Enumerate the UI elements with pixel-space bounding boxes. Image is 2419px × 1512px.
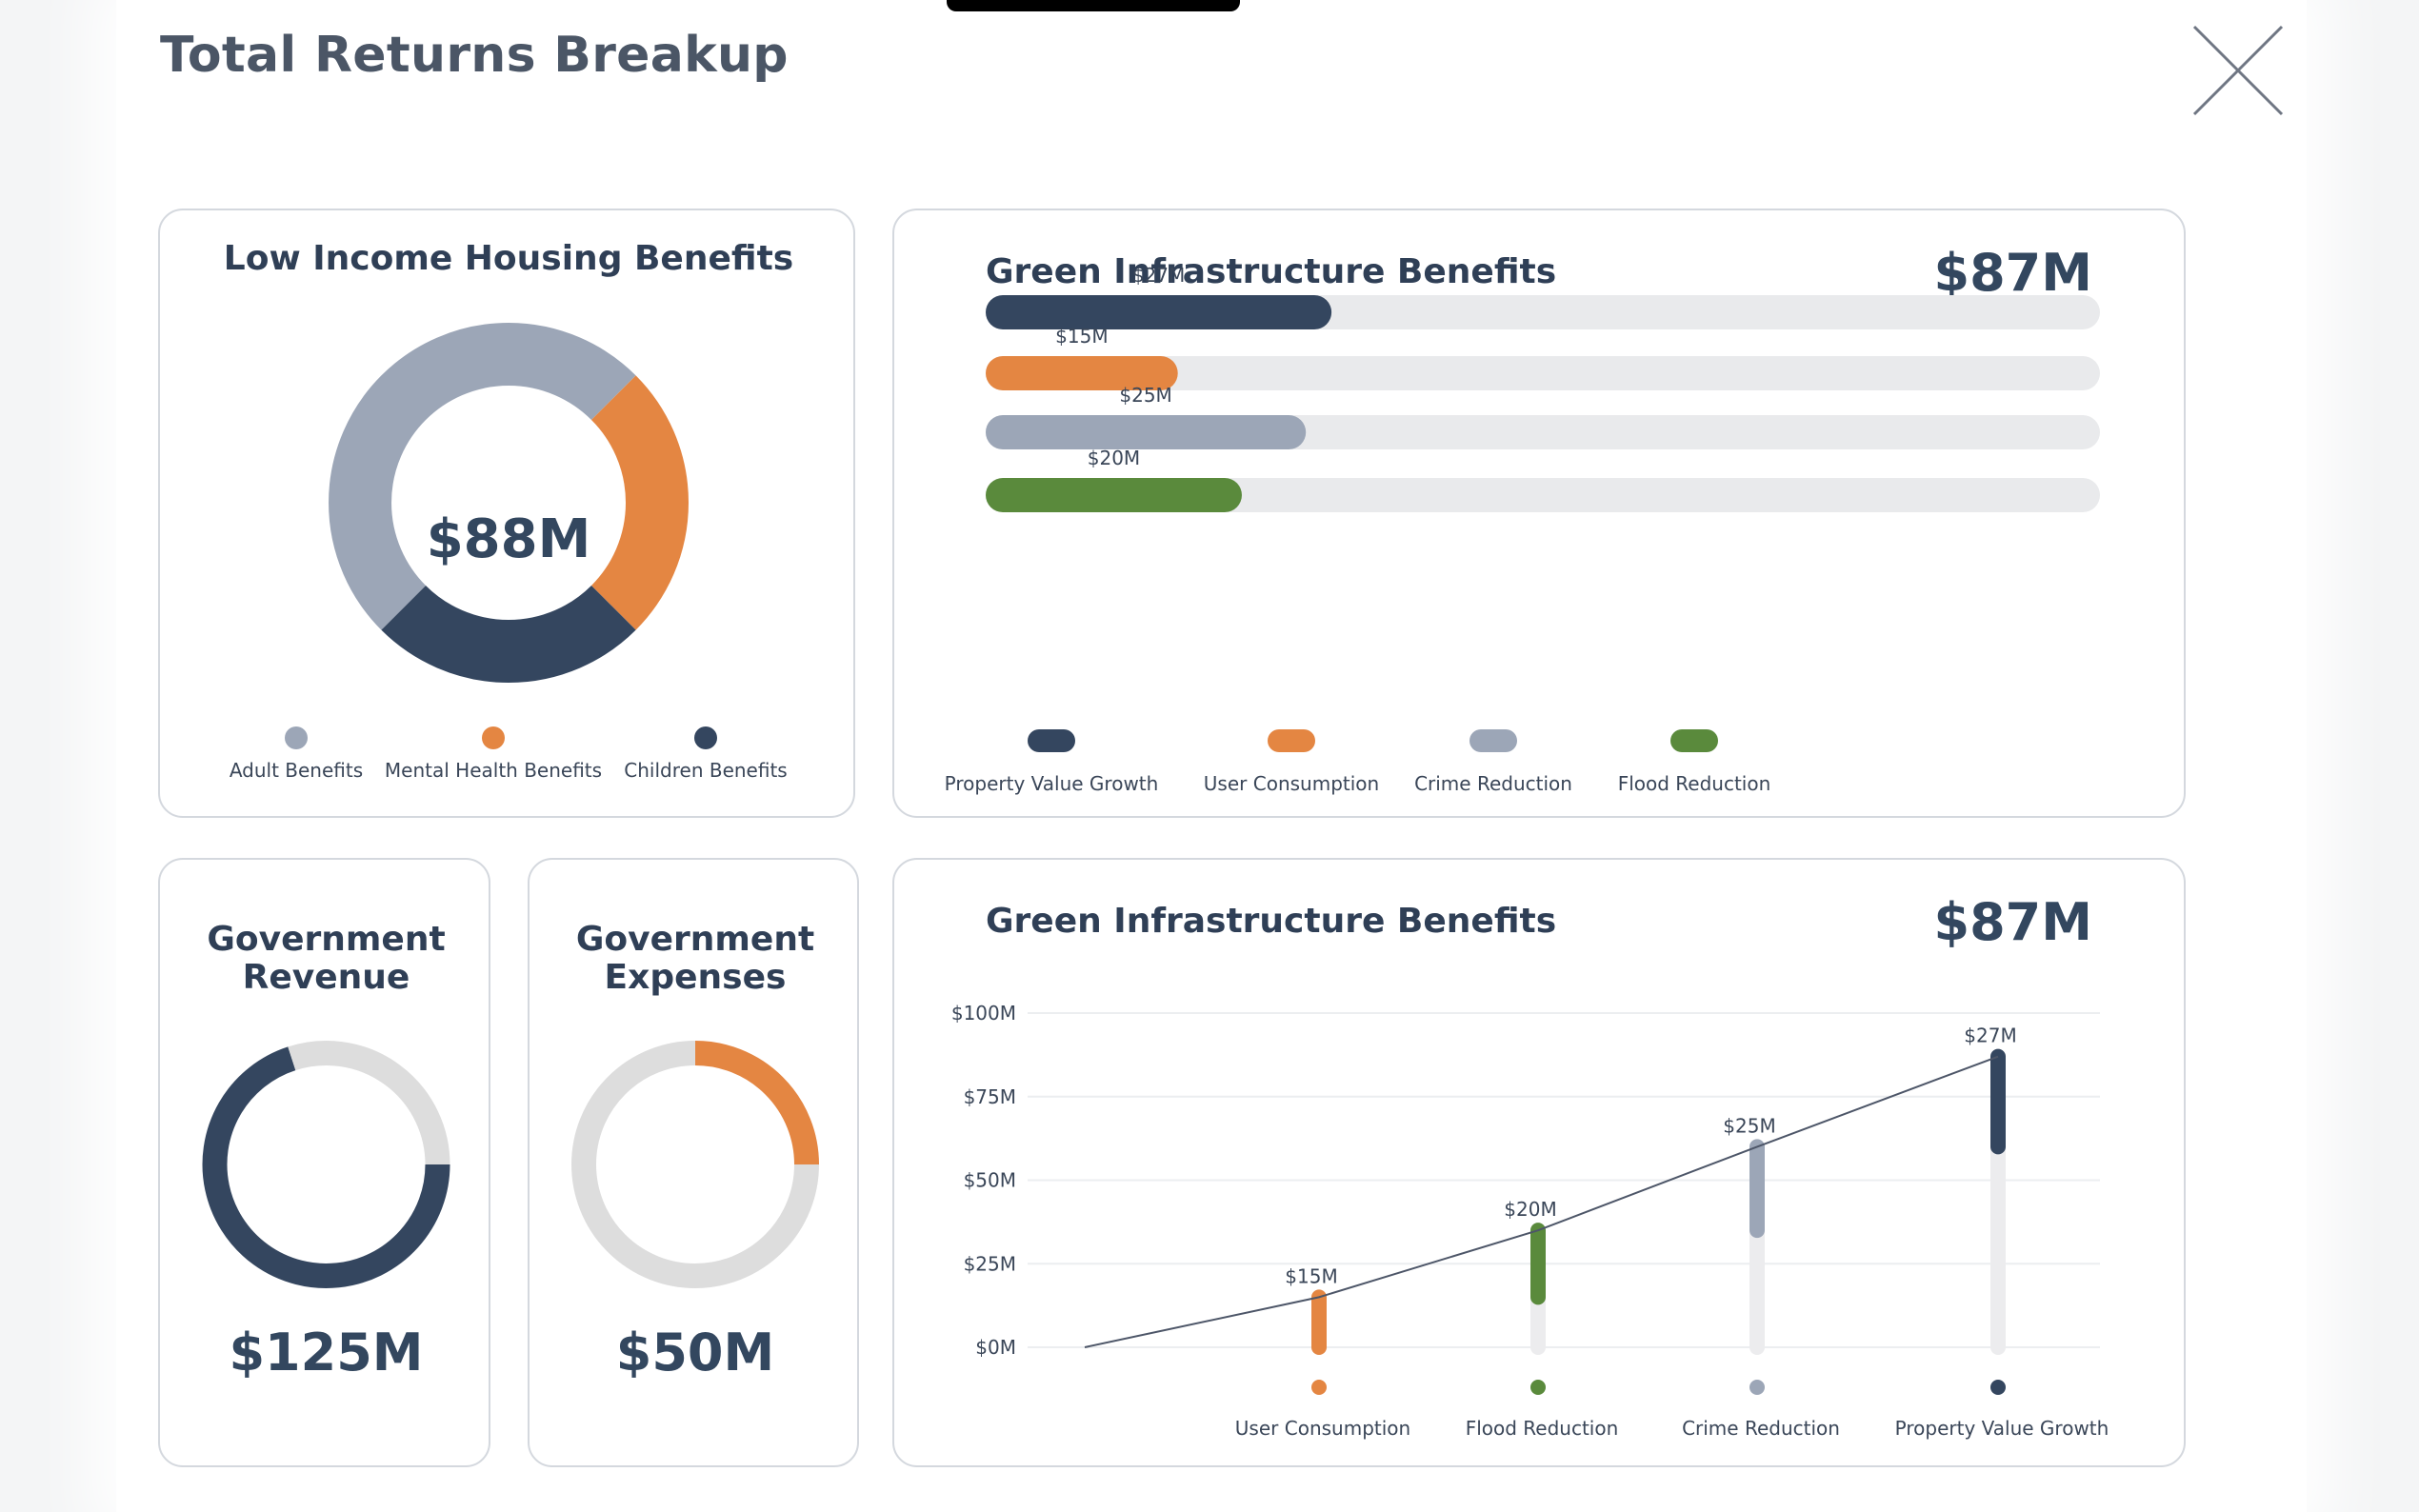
green-bars-chart: $27M $15M $25M $20M Property Value Growth U… — [945, 264, 2100, 795]
donut-slice-adult — [329, 323, 636, 630]
gov-expenses-title: Government Expenses — [530, 921, 861, 997]
x-category-label: Property Value Growth — [1895, 1417, 2109, 1440]
ring-track-segment — [288, 1041, 450, 1165]
x-category-label: Crime Reduction — [1682, 1417, 1840, 1440]
donut-slice-children — [381, 585, 636, 683]
legend-label-adult: Adult Benefits — [230, 759, 363, 782]
legend-dot-mental — [482, 726, 505, 749]
green-line-chart: $100M $75M $50M $25M $0M $15M $20M $25M $27M Us… — [951, 1002, 2109, 1440]
legend-label-crime: Crime Reduction — [1414, 772, 1572, 795]
donut-slice-mental — [590, 375, 689, 630]
gov-expenses-ring — [571, 1041, 819, 1288]
gov-revenue-title: Government Revenue — [160, 921, 492, 997]
legend-dot — [1749, 1380, 1765, 1395]
gov-expenses-title-line2: Expenses — [604, 958, 787, 997]
gov-revenue-title-line1: Government — [207, 920, 446, 959]
legend-dot-children — [694, 726, 717, 749]
bar-fill — [986, 415, 1307, 449]
bar-fill — [986, 356, 1178, 390]
page-title: Total Returns Breakup — [160, 27, 789, 84]
bar-value-label: $27M — [1132, 264, 1185, 287]
legend-swatch-flood — [1670, 729, 1718, 752]
green-bars-title: Green Infrastructure Benefits — [986, 252, 1557, 291]
bar-fill — [986, 478, 1242, 512]
green-bars-card: Green Infrastructure Benefits $87M $27M $… — [892, 209, 2186, 818]
line-bars: $15M $20M $25M $27M — [1285, 1025, 2017, 1355]
bar-track — [986, 356, 2100, 390]
bar-value-label: $15M — [1055, 325, 1108, 348]
y-tick-label: $75M — [964, 1085, 1016, 1108]
gov-expenses-card: Government Expenses $50M — [528, 858, 859, 1467]
housing-donut-chart: $88M Adult Benefits Mental Health Benefi… — [230, 323, 788, 782]
cumulative-line — [1084, 1055, 1999, 1348]
ring-track-segment — [571, 1041, 819, 1288]
bar-value-label: $25M — [1723, 1114, 1775, 1137]
housing-legend: Adult Benefits Mental Health Benefits Ch… — [230, 726, 788, 782]
x-category-label: Flood Reduction — [1466, 1417, 1619, 1440]
legend-dot — [1530, 1380, 1546, 1395]
line-grid: $100M $75M $50M $25M $0M — [951, 1002, 2100, 1359]
green-line-title: Green Infrastructure Benefits — [986, 902, 1557, 941]
gov-revenue-card: Government Revenue $125M — [158, 858, 490, 1467]
housing-card: Low Income Housing Benefits $88M Adult B… — [158, 209, 855, 818]
bar-value-label: $27M — [1964, 1025, 2016, 1047]
legend-label-children: Children Benefits — [624, 759, 787, 782]
legend-swatch-user — [1268, 729, 1315, 752]
gov-revenue-total: $125M — [229, 1323, 424, 1383]
housing-donut — [329, 323, 689, 683]
bar-value-label: $25M — [1119, 384, 1171, 407]
housing-title: Low Income Housing Benefits — [223, 239, 794, 278]
legend-dot — [1990, 1380, 2006, 1395]
line-legend: User Consumption Flood Reduction Crime Red… — [1235, 1380, 2109, 1440]
bar-fill — [986, 295, 1332, 329]
y-tick-label: $50M — [964, 1169, 1016, 1192]
green-line-card: Green Infrastructure Benefits $87M $100M… — [892, 858, 2186, 1467]
green-bars-total: $87M — [1933, 243, 2092, 303]
legend-swatch-crime — [1469, 729, 1517, 752]
gov-revenue-ring-chart — [202, 1041, 450, 1288]
bar-value-label: $15M — [1285, 1264, 1337, 1287]
ring-filled-segment — [694, 1041, 819, 1165]
close-icon — [2192, 25, 2284, 116]
green-bars-legend: Property Value Growth User Consumption C… — [945, 729, 1771, 795]
y-tick-label: $0M — [975, 1336, 1016, 1359]
bar-value-label: $20M — [1088, 447, 1140, 469]
legend-label-user: User Consumption — [1204, 772, 1379, 795]
y-tick-label: $100M — [951, 1002, 1016, 1025]
gov-expenses-total: $50M — [615, 1323, 775, 1383]
green-line-total: $87M — [1933, 892, 2092, 952]
ring-filled-segment — [202, 1046, 450, 1288]
line-path-group — [1084, 1055, 1999, 1348]
gov-revenue-ring — [202, 1041, 450, 1288]
legend-dot-adult — [285, 726, 308, 749]
bar-track — [986, 478, 2100, 512]
gov-expenses-ring-chart — [571, 1041, 819, 1288]
gov-revenue-title-line2: Revenue — [242, 958, 410, 997]
close-button[interactable] — [2190, 23, 2286, 118]
legend-label-property: Property Value Growth — [945, 772, 1159, 795]
legend-label-mental: Mental Health Benefits — [385, 759, 602, 782]
legend-dot — [1311, 1380, 1327, 1395]
bar-group: $27M $15M $25M $20M — [986, 264, 2100, 512]
y-tick-label: $25M — [964, 1252, 1016, 1275]
legend-swatch-property — [1028, 729, 1075, 752]
housing-total: $88M — [427, 508, 591, 570]
gov-expenses-title-line1: Government — [575, 920, 815, 959]
device-notch — [947, 0, 1240, 11]
bar-value-label: $20M — [1504, 1198, 1556, 1221]
legend-label-flood: Flood Reduction — [1618, 772, 1771, 795]
x-category-label: User Consumption — [1235, 1417, 1410, 1440]
